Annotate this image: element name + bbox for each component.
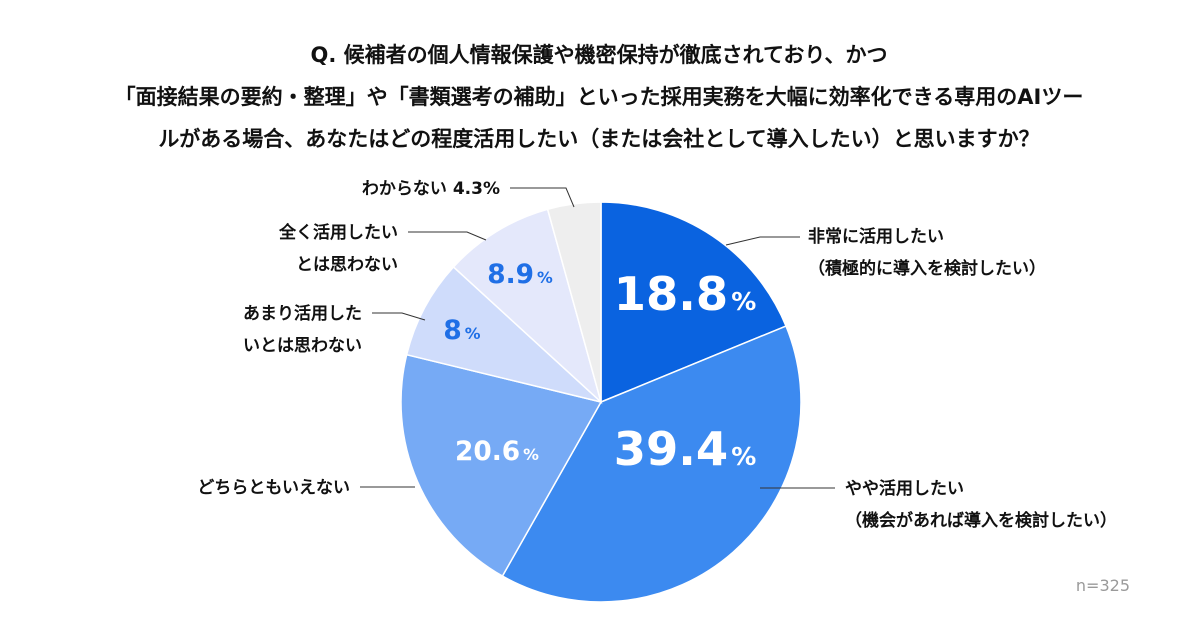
slice-label: わからない 4.3% (362, 179, 500, 199)
slice-value-label: 8% (443, 315, 480, 346)
slice-value-label: 8.9% (487, 259, 553, 290)
question-line-3: ルがある場合、あなたはどの程度活用したい（または会社として導入したい）と思います… (158, 127, 1040, 151)
pie-slice (600, 201, 787, 404)
sample-size: n=325 (1075, 576, 1130, 595)
question-line-2: 「面接結果の要約・整理」や「書類選考の補助」といった採用実務を大幅に効率化できる… (114, 85, 1084, 109)
slice-label: 非常に活用したい (808, 226, 944, 247)
leader-line (372, 312, 426, 321)
pie-slice (501, 325, 802, 603)
slice-label: どちらともいえない (197, 478, 350, 498)
slice-label: やや活用したい (845, 478, 964, 499)
slice-label: 全く活用したい (278, 222, 398, 243)
slice-value-label: 20.6% (455, 436, 539, 467)
leader-line (510, 187, 575, 208)
slice-label: （積極的に導入を検討したい） (808, 258, 1046, 279)
pie-slice (400, 353, 603, 578)
pie-slice (546, 201, 602, 403)
slice-value-label: 18.8% (614, 267, 757, 321)
pie-slice (405, 265, 602, 403)
slice-label: とは思わない (296, 255, 398, 275)
pie-slice (452, 208, 603, 405)
slice-value-label: 39.4% (614, 422, 757, 476)
question-title: Q. 候補者の個人情報保護や機密保持が徹底されており、かつ 「面接結果の要約・整… (0, 34, 1198, 160)
leader-line (408, 231, 487, 241)
slice-label: あまり活用した (243, 303, 362, 324)
slice-label: （機会があれば導入を検討したい） (845, 510, 1117, 531)
question-line-1: Q. 候補者の個人情報保護や機密保持が徹底されており、かつ (310, 43, 888, 67)
leader-line (725, 236, 800, 246)
slice-label: いとは思わない (243, 336, 362, 356)
